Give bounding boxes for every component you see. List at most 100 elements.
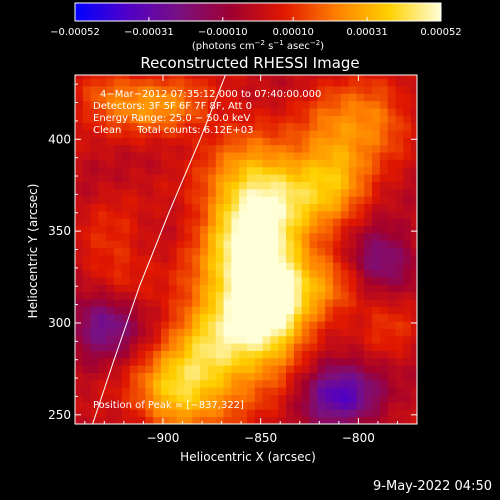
heatmap-pixel <box>403 108 412 116</box>
heatmap-pixel <box>153 108 162 116</box>
heatmap-pixel <box>145 100 154 109</box>
heatmap-pixel <box>356 203 365 212</box>
heatmap-pixel <box>223 269 232 278</box>
heatmap-pixel <box>200 166 209 175</box>
heatmap-pixel <box>317 269 326 278</box>
heatmap-pixel <box>137 365 146 373</box>
heatmap-pixel <box>254 335 264 344</box>
heatmap-pixel <box>356 277 365 285</box>
heatmap-pixel <box>215 93 224 102</box>
heatmap-pixel <box>325 122 334 131</box>
heatmap-pixel <box>254 291 264 300</box>
heatmap-pixel <box>270 130 279 138</box>
heatmap-pixel <box>176 401 185 410</box>
heatmap-pixel <box>379 115 389 124</box>
heatmap-pixel <box>395 174 404 182</box>
heatmap-pixel <box>145 78 154 87</box>
heatmap-pixel <box>254 130 264 138</box>
heatmap-pixel <box>309 357 318 366</box>
heatmap-pixel <box>270 328 279 337</box>
heatmap-pixel <box>309 196 318 204</box>
heatmap-pixel <box>325 159 334 168</box>
heatmap-pixel <box>90 299 99 307</box>
heatmap-pixel <box>90 350 99 359</box>
heatmap-pixel <box>160 78 170 87</box>
heatmap-pixel <box>129 78 138 87</box>
heatmap-pixel <box>364 188 373 197</box>
heatmap-pixel <box>129 321 138 329</box>
heatmap-pixel <box>262 181 271 190</box>
heatmap-pixel <box>395 269 404 278</box>
heatmap-pixel <box>348 255 357 263</box>
heatmap-pixel <box>239 232 248 241</box>
heatmap-pixel <box>403 277 412 285</box>
heatmap-pixel <box>325 210 334 219</box>
heatmap-pixel <box>192 299 201 307</box>
heatmap-pixel <box>153 328 162 337</box>
heatmap-pixel <box>145 188 154 197</box>
heatmap-pixel <box>223 218 232 227</box>
heatmap-pixel <box>293 159 303 168</box>
heatmap-pixel <box>239 152 248 160</box>
heatmap-pixel <box>192 313 201 322</box>
heatmap-pixel <box>231 210 240 219</box>
heatmap-pixel <box>387 225 396 234</box>
heatmap-pixel <box>332 174 342 182</box>
heatmap-pixel <box>160 93 170 102</box>
heatmap-pixel <box>309 181 318 190</box>
heatmap-pixel <box>121 130 131 138</box>
heatmap-pixel <box>332 416 342 424</box>
heatmap-pixel <box>372 269 381 278</box>
heatmap-pixel <box>254 357 264 366</box>
heatmap-pixel <box>114 379 123 388</box>
heatmap-pixel <box>340 335 349 344</box>
heatmap-pixel <box>317 218 326 227</box>
heatmap-pixel <box>278 137 287 146</box>
heatmap-pixel <box>317 401 326 410</box>
heatmap-pixel <box>293 262 303 271</box>
heatmap-pixel <box>145 343 154 351</box>
heatmap-pixel <box>168 357 178 366</box>
heatmap-pixel <box>145 269 154 278</box>
heatmap-pixel <box>168 240 178 249</box>
heatmap-pixel <box>395 387 404 396</box>
heatmap-pixel <box>160 247 170 256</box>
heatmap-pixel <box>145 328 154 337</box>
heatmap-pixel <box>215 306 224 315</box>
heatmap-pixel <box>348 306 357 315</box>
heatmap-pixel <box>192 416 201 424</box>
heatmap-pixel <box>90 78 99 87</box>
heatmap-pixel <box>137 225 146 234</box>
heatmap-pixel <box>395 218 404 227</box>
heatmap-pixel <box>364 262 373 271</box>
heatmap-pixel <box>121 75 131 80</box>
heatmap-pixel <box>411 225 417 234</box>
heatmap-pixel <box>114 137 123 146</box>
heatmap-pixel <box>215 409 224 418</box>
heatmap-pixel <box>153 306 162 315</box>
heatmap-pixel <box>286 394 295 403</box>
heatmap-pixel <box>372 210 381 219</box>
heatmap-pixel <box>153 269 162 278</box>
heatmap-pixel <box>348 225 357 234</box>
heatmap-pixel <box>387 203 396 212</box>
heatmap-pixel <box>254 196 264 204</box>
heatmap-pixel <box>200 357 209 366</box>
heatmap-pixel <box>176 225 185 234</box>
heatmap-pixel <box>317 122 326 131</box>
heatmap-pixel <box>356 188 365 197</box>
heatmap-pixel <box>278 321 287 329</box>
heatmap-pixel <box>145 166 154 175</box>
heatmap-pixel <box>270 196 279 204</box>
heatmap-pixel <box>90 269 99 278</box>
heatmap-pixel <box>153 100 162 109</box>
heatmap-pixel <box>121 225 131 234</box>
heatmap-pixel <box>340 225 349 234</box>
heatmap-pixel <box>278 262 287 271</box>
heatmap-pixel <box>231 387 240 396</box>
heatmap-pixel <box>114 291 123 300</box>
heatmap-pixel <box>75 262 84 271</box>
heatmap-pixel <box>403 144 412 153</box>
heatmap-pixel <box>387 372 396 381</box>
heatmap-pixel <box>239 115 248 124</box>
